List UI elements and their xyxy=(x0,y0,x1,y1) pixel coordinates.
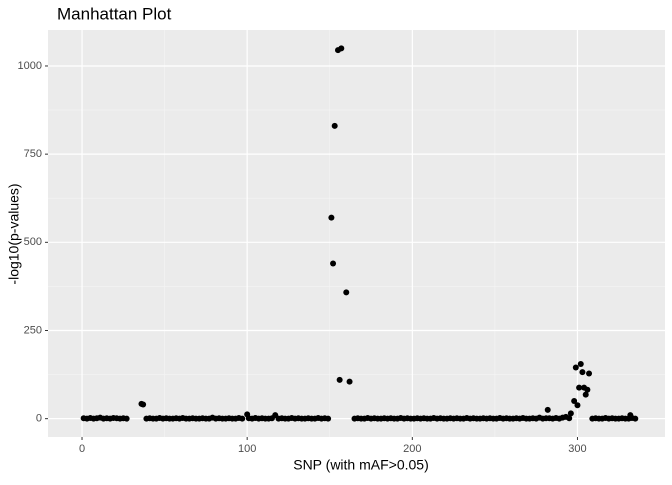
point xyxy=(571,398,578,405)
point xyxy=(325,415,332,422)
point xyxy=(346,378,353,385)
chart-title: Manhattan Plot xyxy=(57,4,172,23)
point xyxy=(567,410,574,417)
point xyxy=(338,45,345,52)
x-axis-label: SNP (with mAF>0.05) xyxy=(293,457,429,473)
point xyxy=(572,364,579,371)
point xyxy=(566,415,573,422)
point xyxy=(579,369,586,376)
point xyxy=(239,415,246,422)
point xyxy=(140,401,147,408)
point xyxy=(574,402,581,409)
point xyxy=(328,214,335,221)
x-tick-label: 100 xyxy=(238,443,256,455)
point xyxy=(577,360,584,367)
y-tick-label: 750 xyxy=(24,148,42,160)
point xyxy=(586,370,593,377)
y-tick-label: 0 xyxy=(36,413,42,425)
point xyxy=(584,386,591,393)
point xyxy=(582,391,589,398)
point xyxy=(330,260,337,267)
point xyxy=(627,412,634,419)
point xyxy=(343,289,350,296)
y-tick-label: 500 xyxy=(24,236,42,248)
y-tick-label: 1000 xyxy=(18,60,42,72)
point xyxy=(123,415,130,422)
x-tick-label: 0 xyxy=(79,443,85,455)
point xyxy=(576,384,583,391)
point xyxy=(544,406,551,413)
y-tick-label: 250 xyxy=(24,324,42,336)
y-axis-label: -log10(p-values) xyxy=(6,183,22,284)
point xyxy=(632,415,639,422)
point xyxy=(336,376,343,383)
x-tick-label: 300 xyxy=(568,443,586,455)
x-tick-label: 200 xyxy=(403,443,421,455)
panel xyxy=(48,30,665,437)
point xyxy=(331,122,338,129)
